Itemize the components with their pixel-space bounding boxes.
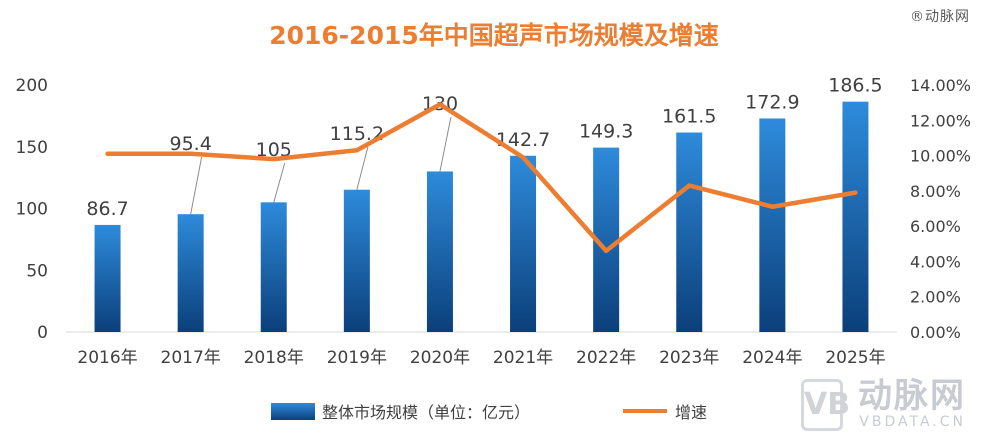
brand-watermark-cn: 动脉网	[858, 376, 966, 416]
bar-value-label: 86.7	[86, 198, 128, 220]
right-tick-label: 4.00%	[910, 252, 961, 271]
bar-series	[94, 101, 869, 332]
bar-value-label: 186.5	[828, 75, 882, 97]
brand-watermark-en: VBDATA.CN	[859, 414, 966, 430]
bar-2019年	[343, 189, 370, 332]
right-tick-label: 12.00%	[910, 111, 971, 130]
bar-value-label: 105	[256, 139, 292, 161]
right-tick-label: 10.00%	[910, 147, 971, 166]
right-tick-label: 6.00%	[910, 217, 961, 236]
category-label: 2018年	[244, 348, 304, 368]
left-tick-label: 100	[16, 200, 48, 220]
vb-logo-watermark: VB	[801, 379, 850, 431]
left-tick-label: 150	[16, 138, 48, 158]
right-tick-label: 2.00%	[910, 288, 961, 307]
growth-line-series	[105, 102, 858, 254]
category-label: 2020年	[410, 348, 470, 368]
category-label: 2022年	[576, 348, 636, 368]
legend-bar-swatch	[271, 403, 315, 420]
leader-line	[273, 162, 286, 203]
bar-value-label: 142.7	[496, 129, 550, 151]
brand-watermark-top: ®动脉网	[910, 9, 970, 25]
legend-line-label: 增速	[675, 403, 707, 422]
category-label: 2025年	[825, 348, 885, 368]
bar-2020年	[426, 171, 453, 332]
left-tick-label: 0	[37, 323, 48, 343]
bar-2016年	[94, 224, 121, 332]
bar-2017年	[177, 214, 204, 332]
leader-line	[190, 156, 203, 215]
category-label: 2023年	[659, 348, 719, 368]
leader-lines	[190, 116, 452, 215]
left-tick-label: 200	[16, 76, 48, 96]
legend: 整体市场规模（单位：亿元） 增速	[271, 403, 707, 422]
category-label: 2021年	[493, 348, 553, 368]
category-label: 2024年	[742, 348, 802, 368]
leader-line	[356, 146, 369, 190]
growth-rate-line	[105, 102, 858, 254]
bar-2021年	[510, 155, 537, 332]
category-label: 2019年	[327, 348, 387, 368]
bar-2018年	[260, 202, 287, 332]
chart-title: 2016-2015年中国超声市场规模及增速	[269, 21, 719, 50]
bar-2024年	[759, 118, 786, 332]
bar-value-label: 115.2	[330, 123, 384, 145]
legend-bar-label: 整体市场规模（单位：亿元）	[322, 403, 530, 422]
bar-value-label: 149.3	[579, 121, 633, 143]
bar-value-label: 161.5	[662, 106, 716, 128]
left-axis: 0 50 100 150 200	[16, 76, 48, 343]
category-label: 2016年	[77, 348, 137, 368]
right-tick-label: 0.00%	[910, 323, 961, 342]
bar-2025年	[842, 101, 869, 332]
bar-2023年	[676, 132, 703, 332]
right-axis: 0.00% 2.00% 4.00% 6.00% 8.00% 10.00% 12.00% 14.…	[910, 76, 971, 342]
leader-line	[439, 116, 452, 172]
bar-value-label: 172.9	[745, 91, 799, 113]
x-axis-labels: 2016年 2017年 2018年 2019年 2020年 2021年 2022年 2023年…	[77, 348, 885, 368]
category-label: 2017年	[161, 348, 221, 368]
bar-value-label: 95.4	[169, 133, 211, 155]
right-tick-label: 14.00%	[910, 76, 971, 95]
brand-watermark-bottom: 动脉网 VBDATA.CN	[858, 379, 966, 429]
right-tick-label: 8.00%	[910, 182, 961, 201]
left-tick-label: 50	[26, 261, 48, 281]
